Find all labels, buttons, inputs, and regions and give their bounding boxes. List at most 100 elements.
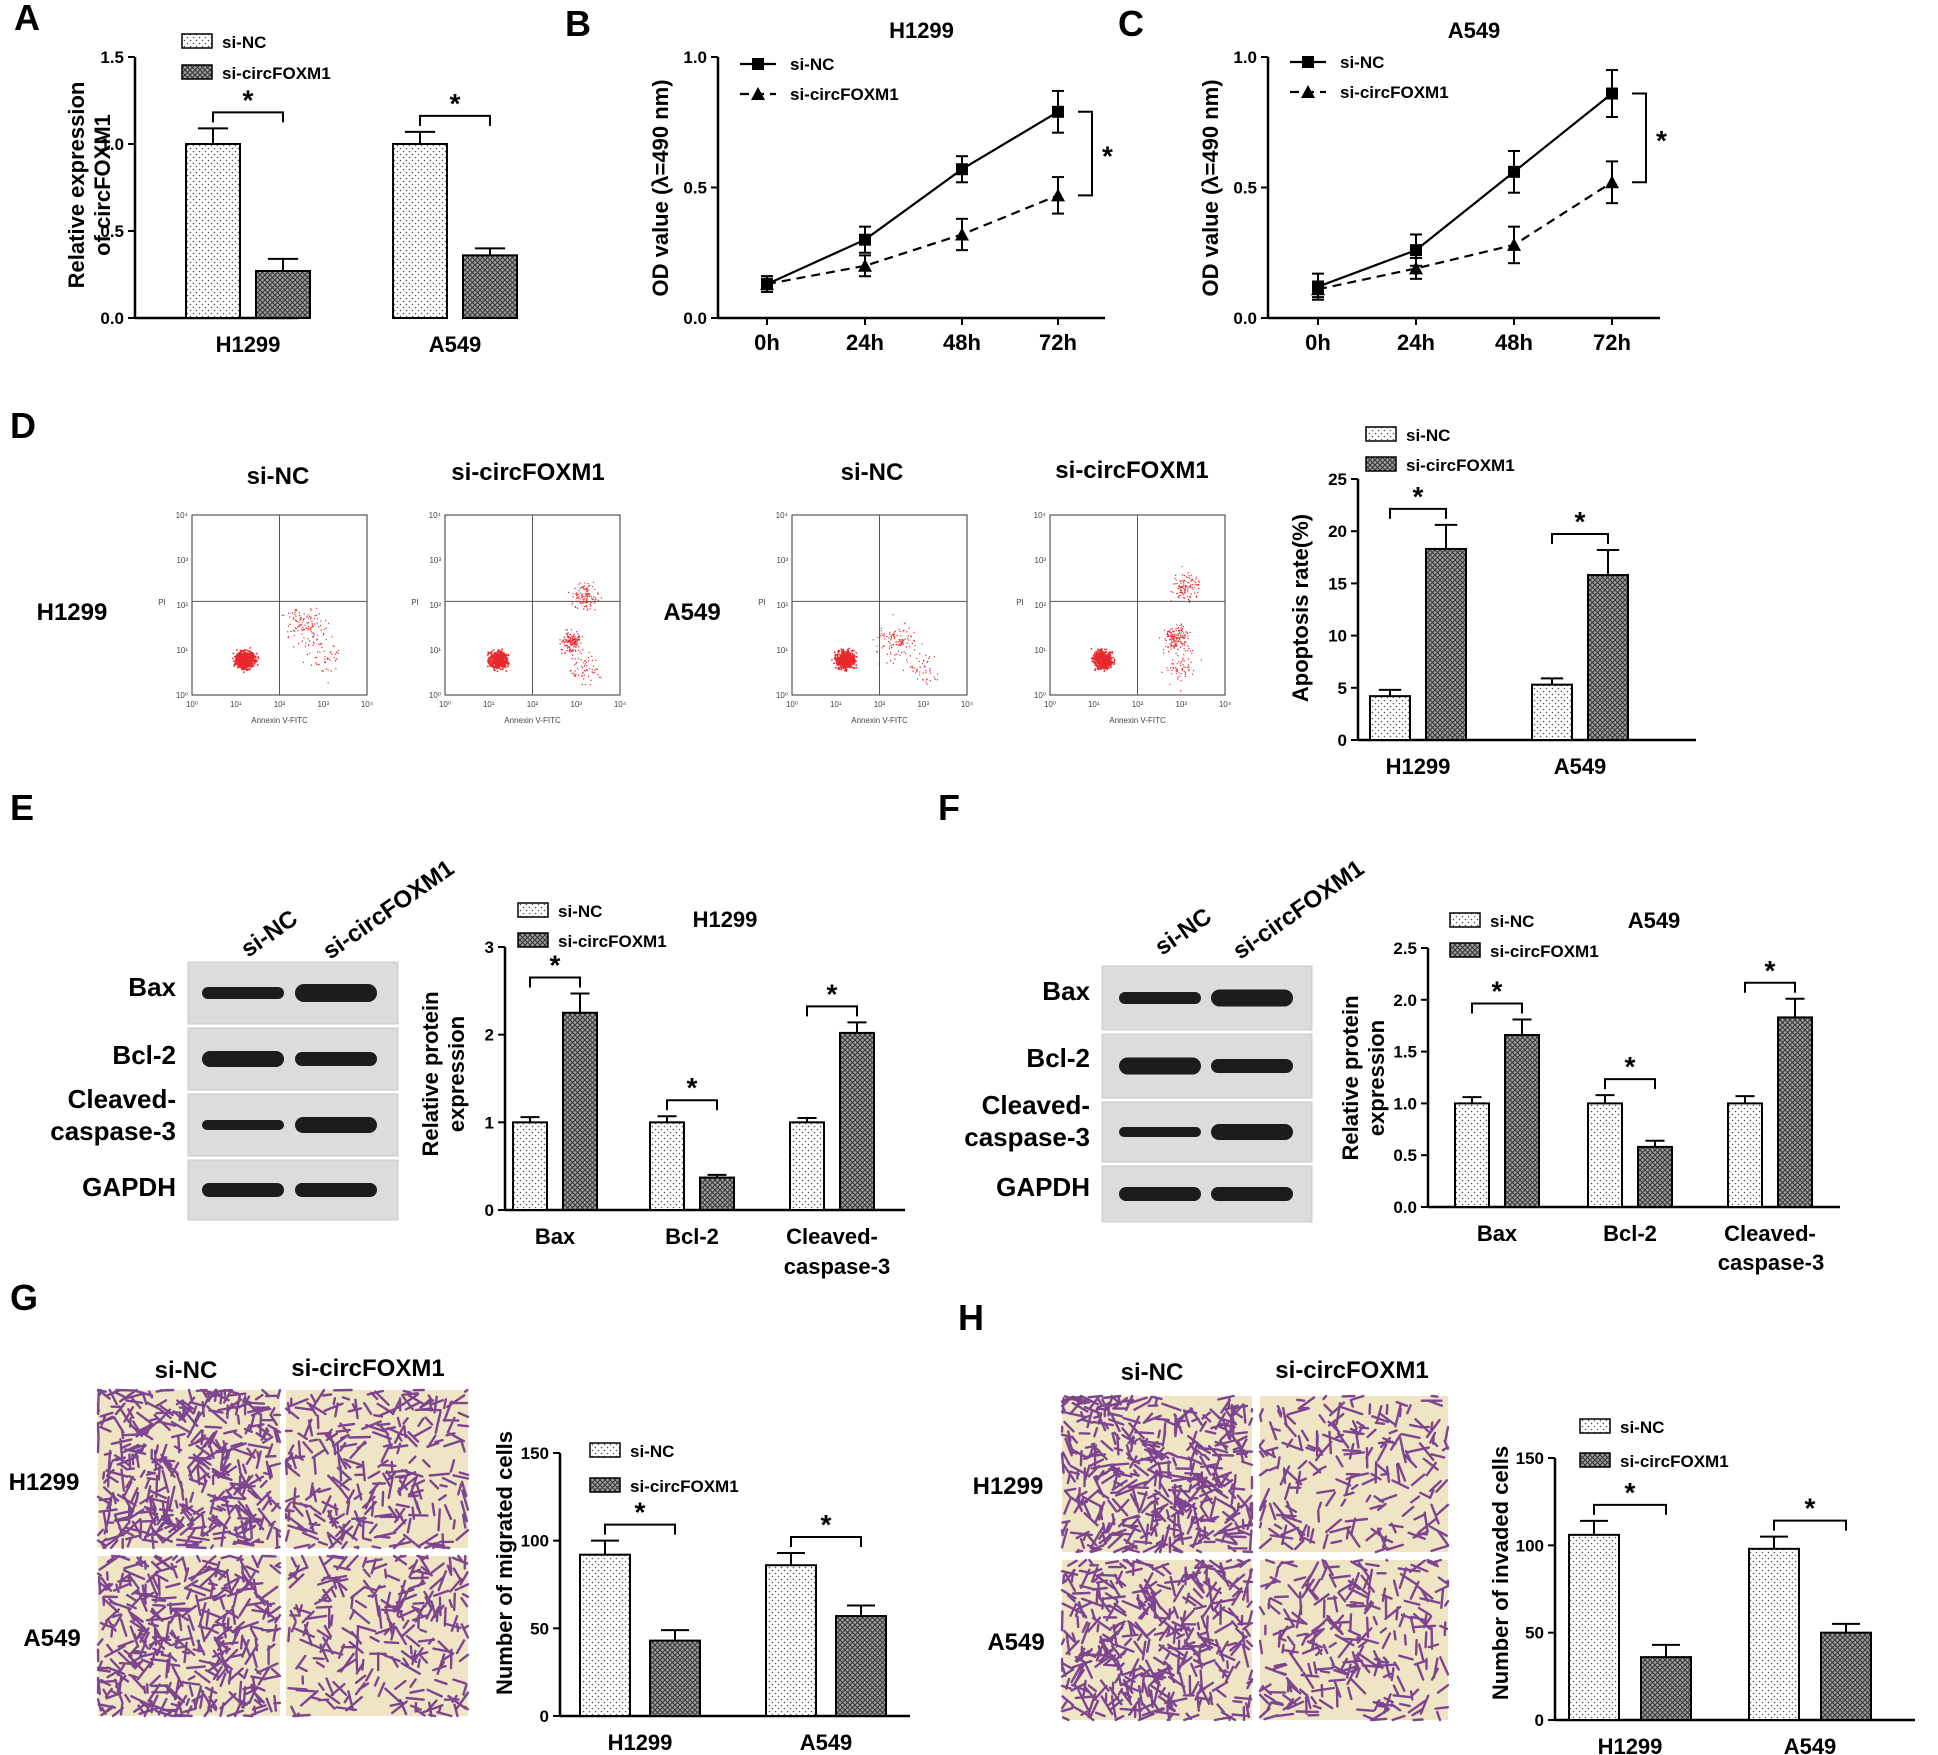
legend-swatch bbox=[517, 932, 549, 948]
blot-e-label-bax: Bax bbox=[128, 972, 176, 1002]
facs-y-tick: 10⁰ bbox=[776, 691, 788, 700]
marker-triangle bbox=[1051, 188, 1065, 202]
panel-h-col-label-si: si-circFOXM1 bbox=[1275, 1357, 1428, 1384]
facs-x-tick: 10¹ bbox=[1088, 700, 1100, 709]
facs-x-tick: 10³ bbox=[1175, 700, 1187, 709]
x-tick-label: 24h bbox=[846, 330, 884, 355]
significance-bracket bbox=[790, 1535, 862, 1547]
legend-label: si-NC bbox=[790, 55, 834, 74]
facs-x-tick: 10² bbox=[874, 700, 886, 709]
y-tick-label: 2 bbox=[485, 1026, 494, 1045]
y-tick-label: 0.5 bbox=[1393, 1146, 1417, 1165]
facs-x-tick: 10³ bbox=[317, 700, 329, 709]
panel-d-row-label-h1299: H1299 bbox=[37, 599, 108, 626]
y-tick-label: 2.5 bbox=[1393, 939, 1417, 958]
significance-star: * bbox=[1656, 125, 1667, 156]
blot-band bbox=[202, 987, 284, 999]
x-tick-label: 48h bbox=[943, 330, 981, 355]
blot-f-lanes bbox=[1101, 965, 1313, 1223]
chart-b-od-h1299: 0.0 0.5 1.0 H1299 0h 24h 48h 72h si-NC si-circFOX… bbox=[683, 18, 1113, 355]
bar-si-nc bbox=[765, 1564, 817, 1718]
legend-swatch bbox=[1579, 1418, 1611, 1434]
blot-band bbox=[202, 1120, 284, 1130]
panel-a-ylabel-line1: Relative expression bbox=[64, 82, 89, 289]
category-label: Bcl-2 bbox=[665, 1224, 719, 1249]
facs-y-tick: 10⁴ bbox=[176, 511, 189, 520]
bar-si-circfoxm1 bbox=[1504, 1034, 1540, 1209]
panel-letter-a: A bbox=[14, 0, 40, 38]
facs-y-tick: 10² bbox=[776, 601, 788, 610]
panel-e-blot-col-si: si-circFOXM1 bbox=[318, 855, 459, 965]
legend-label: si-NC bbox=[222, 33, 266, 52]
bar-si-nc bbox=[1748, 1547, 1800, 1721]
legend-label: si-circFOXM1 bbox=[1620, 1452, 1729, 1471]
stain-h-h1299-nc-cells bbox=[1060, 1394, 1254, 1554]
y-tick-label: 50 bbox=[1525, 1624, 1544, 1643]
panel-f-ylabel-line1: Relative protein bbox=[1338, 995, 1363, 1160]
significance-star: * bbox=[1625, 1477, 1636, 1508]
series-line-si-nc bbox=[1317, 92, 1613, 288]
x-tick-label: 48h bbox=[1495, 330, 1533, 355]
x-tick-label: 72h bbox=[1039, 330, 1077, 355]
category-label: Cleaved- bbox=[1724, 1221, 1816, 1246]
facs-x-tick: 10² bbox=[274, 700, 286, 709]
x-tick-label: 0h bbox=[754, 330, 780, 355]
significance-star: * bbox=[1413, 481, 1424, 512]
facs-x-tick: 10² bbox=[1132, 700, 1144, 709]
y-tick-label: 100 bbox=[1516, 1536, 1544, 1555]
panel-e-ylabel-line1: Relative protein bbox=[418, 991, 443, 1156]
panel-letter-f: F bbox=[938, 787, 960, 828]
stain-g-h1299-si-cells bbox=[284, 1388, 470, 1550]
category-label: H1299 bbox=[1598, 1734, 1663, 1755]
blot-f-label-bcl2: Bcl-2 bbox=[1026, 1043, 1090, 1073]
facs-y-tick: 10⁰ bbox=[429, 691, 441, 700]
facs-y-tick: 10³ bbox=[176, 556, 188, 565]
significance-bracket bbox=[529, 976, 581, 988]
blot-band bbox=[295, 1183, 377, 1197]
significance-star: * bbox=[1625, 1051, 1636, 1082]
panel-g-col-label-nc: si-NC bbox=[155, 1357, 218, 1384]
facs-y-tick: 10² bbox=[429, 601, 441, 610]
bar-si-nc bbox=[185, 143, 241, 319]
y-tick-label: 1.0 bbox=[1393, 1094, 1417, 1113]
bar-si-nc bbox=[579, 1553, 631, 1718]
panel-f-blot-col-si: si-circFOXM1 bbox=[1228, 855, 1369, 965]
facs-y-tick: 10¹ bbox=[1034, 646, 1046, 655]
bar-si-circfoxm1 bbox=[1820, 1631, 1872, 1721]
facs-x-tick: 10⁴ bbox=[1219, 700, 1232, 709]
marker-triangle bbox=[858, 258, 872, 272]
significance-bracket bbox=[1744, 981, 1796, 993]
bar-si-nc bbox=[512, 1121, 548, 1212]
blot-band bbox=[202, 1183, 284, 1197]
facs-y-tick: 10³ bbox=[429, 556, 441, 565]
bar-si-nc bbox=[1531, 683, 1573, 742]
panel-a-ylabel-line2: of circFOXM1 bbox=[90, 114, 115, 256]
series-line-si-circfoxm1 bbox=[766, 194, 1059, 286]
significance-bracket bbox=[1604, 1078, 1656, 1090]
chart-c-od-a549: 0.0 0.5 1.0 A549 0h 24h 48h 72h si-NC si-circFOXM… bbox=[1233, 18, 1667, 355]
series-line-si-circfoxm1 bbox=[1317, 181, 1613, 291]
bar-si-nc bbox=[1369, 695, 1411, 741]
legend-marker-square bbox=[1302, 56, 1314, 68]
chart-title: H1299 bbox=[889, 18, 954, 43]
panel-g-col-label-si: si-circFOXM1 bbox=[291, 1355, 444, 1382]
significance-bracket bbox=[1078, 110, 1093, 197]
marker-square bbox=[1410, 244, 1422, 257]
panel-e-category-cleaved-line2: caspase-3 bbox=[784, 1254, 890, 1279]
significance-star: * bbox=[687, 1072, 698, 1103]
facs-x-label: Annexin V-FITC bbox=[504, 716, 561, 725]
chart-title: H1299 bbox=[693, 907, 758, 932]
blot-band bbox=[295, 1117, 377, 1133]
legend-label: si-circFOXM1 bbox=[630, 1477, 739, 1496]
significance-star: * bbox=[1102, 141, 1113, 172]
legend-label: si-NC bbox=[1620, 1418, 1664, 1437]
legend-marker-triangle bbox=[751, 87, 765, 100]
blot-band bbox=[1119, 1187, 1201, 1201]
y-tick-label: 0 bbox=[1338, 731, 1347, 750]
y-tick-label: 3 bbox=[485, 938, 494, 957]
marker-square bbox=[859, 233, 871, 246]
